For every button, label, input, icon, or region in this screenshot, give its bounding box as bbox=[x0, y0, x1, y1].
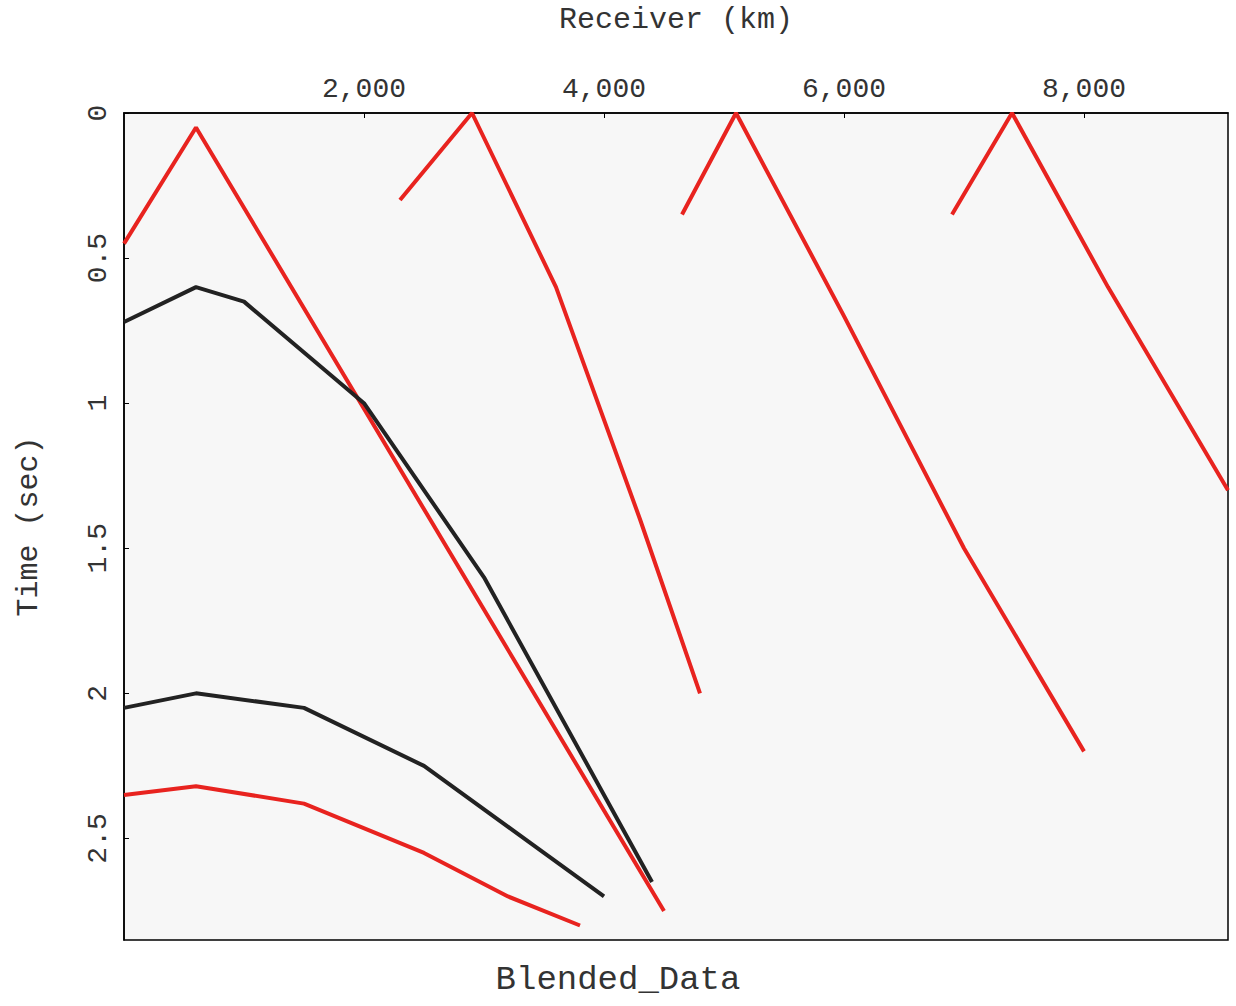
svg-text:0: 0 bbox=[83, 105, 114, 122]
svg-text:6,000: 6,000 bbox=[802, 74, 886, 105]
svg-text:4,000: 4,000 bbox=[562, 74, 646, 105]
svg-text:1.5: 1.5 bbox=[83, 523, 114, 573]
svg-text:2.5: 2.5 bbox=[83, 813, 114, 863]
svg-text:8,000: 8,000 bbox=[1042, 74, 1126, 105]
svg-text:2,000: 2,000 bbox=[322, 74, 406, 105]
svg-text:Blended_Data: Blended_Data bbox=[496, 961, 741, 999]
svg-text:1: 1 bbox=[83, 395, 114, 412]
svg-text:Time (sec): Time (sec) bbox=[12, 436, 46, 616]
svg-text:Receiver (km): Receiver (km) bbox=[559, 3, 793, 37]
svg-text:0.5: 0.5 bbox=[83, 233, 114, 283]
svg-text:2: 2 bbox=[83, 685, 114, 702]
